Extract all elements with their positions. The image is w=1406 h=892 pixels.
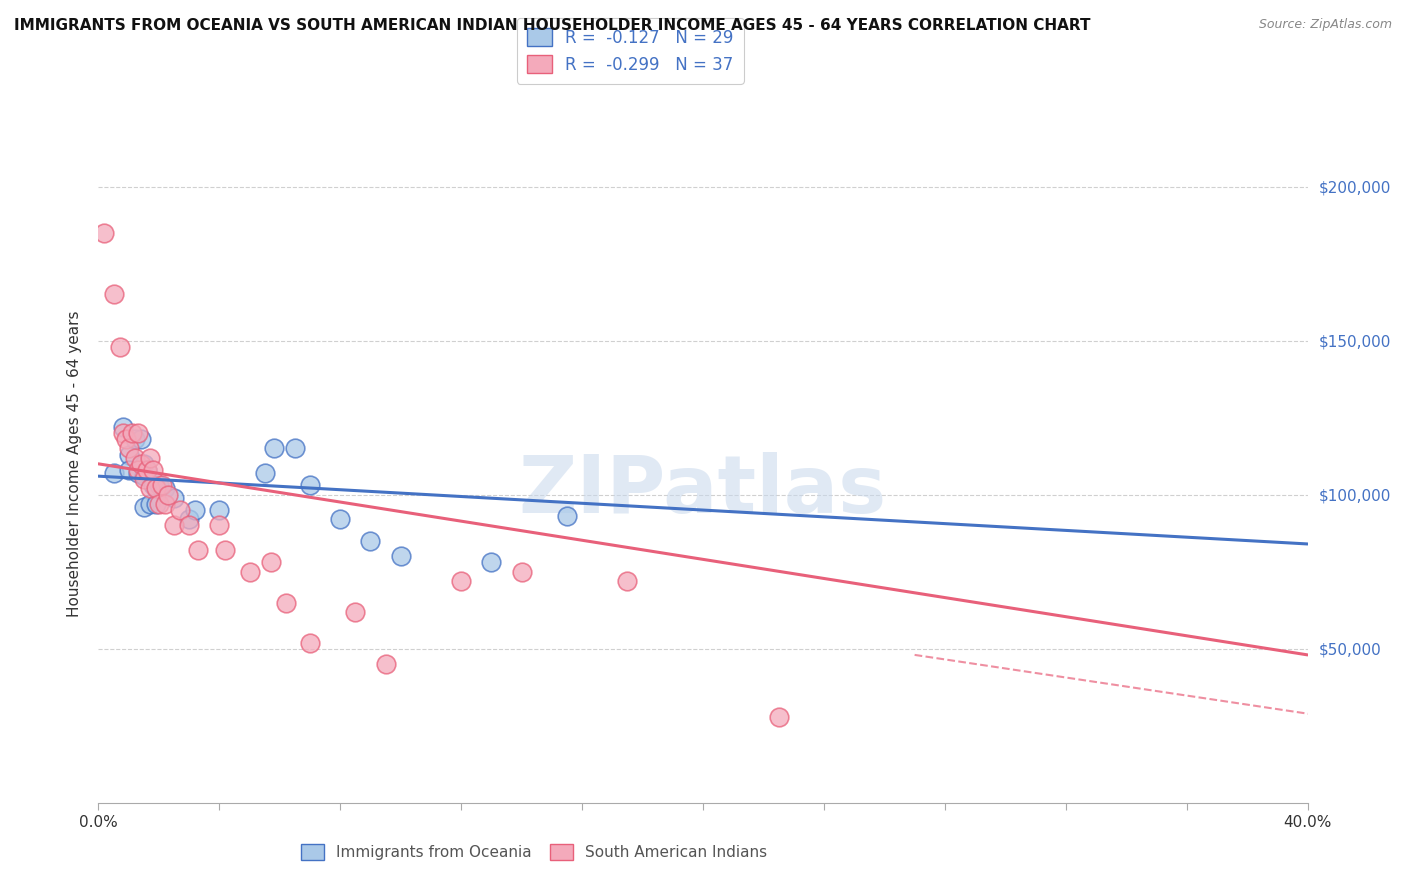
Point [360, 533, 382, 548]
Point [148, 497, 170, 511]
Point [103, 466, 125, 480]
Point [389, 549, 412, 564]
Point [135, 463, 157, 477]
Point [616, 574, 638, 588]
Point [450, 574, 472, 588]
Point [145, 482, 167, 496]
Point [153, 497, 176, 511]
Point [111, 420, 134, 434]
Point [124, 432, 146, 446]
Point [118, 448, 141, 462]
Point [163, 491, 186, 505]
Point [329, 512, 352, 526]
Point [214, 543, 236, 558]
Point [139, 482, 162, 496]
Point [150, 478, 173, 492]
Text: IMMIGRANTS FROM OCEANIA VS SOUTH AMERICAN INDIAN HOUSEHOLDER INCOME AGES 45 - 64: IMMIGRANTS FROM OCEANIA VS SOUTH AMERICA… [14, 18, 1091, 33]
Legend: Immigrants from Oceania, South American Indians: Immigrants from Oceania, South American … [295, 838, 773, 866]
Point [127, 466, 149, 480]
Point [129, 432, 152, 446]
Legend: R =  -0.127   N = 29, R =  -0.299   N = 37: R = -0.127 N = 29, R = -0.299 N = 37 [517, 18, 744, 84]
Point [142, 478, 165, 492]
Point [284, 442, 307, 456]
Point [132, 472, 155, 486]
Point [121, 425, 143, 440]
Point [139, 497, 162, 511]
Text: ZIPatlas: ZIPatlas [519, 452, 887, 530]
Point [299, 635, 322, 649]
Point [274, 595, 297, 609]
Point [108, 340, 131, 354]
Point [263, 442, 285, 456]
Point [93, 226, 115, 240]
Point [374, 657, 396, 672]
Point [114, 432, 136, 446]
Point [118, 442, 141, 456]
Point [132, 469, 155, 483]
Point [184, 503, 207, 517]
Point [127, 463, 149, 477]
Point [169, 503, 191, 517]
Point [299, 478, 322, 492]
Point [344, 605, 367, 619]
Point [208, 518, 231, 533]
Point [177, 512, 201, 526]
Point [555, 509, 578, 524]
Point [142, 463, 165, 477]
Point [135, 463, 157, 477]
Point [510, 565, 533, 579]
Point [145, 497, 167, 511]
Point [127, 425, 149, 440]
Point [260, 556, 283, 570]
Point [118, 463, 141, 477]
Point [103, 287, 125, 301]
Point [129, 457, 152, 471]
Point [132, 500, 155, 514]
Point [208, 503, 231, 517]
Point [156, 488, 179, 502]
Point [124, 450, 146, 465]
Point [163, 518, 186, 533]
Point [239, 565, 262, 579]
Point [253, 466, 276, 480]
Point [481, 556, 503, 570]
Point [768, 709, 790, 723]
Text: Source: ZipAtlas.com: Source: ZipAtlas.com [1258, 18, 1392, 31]
Point [153, 482, 176, 496]
Point [132, 457, 155, 471]
Point [139, 450, 162, 465]
Point [148, 478, 170, 492]
Point [177, 518, 201, 533]
Point [187, 543, 209, 558]
Y-axis label: Householder Income Ages 45 - 64 years: Householder Income Ages 45 - 64 years [66, 310, 82, 617]
Point [111, 425, 134, 440]
